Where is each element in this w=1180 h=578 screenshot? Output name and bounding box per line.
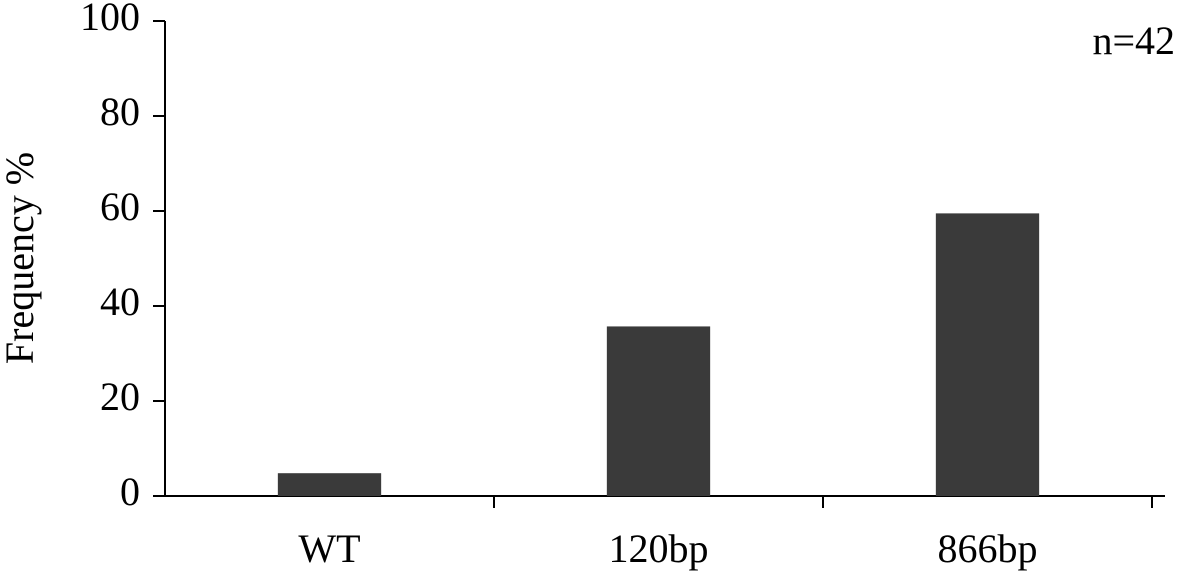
x-tick-label: 120bp <box>609 526 709 571</box>
bar <box>935 213 1040 496</box>
y-tick-label: 0 <box>120 469 140 514</box>
y-tick-label: 60 <box>100 184 140 229</box>
annotation: n=42 <box>1092 18 1175 63</box>
y-tick-label: 40 <box>100 279 140 324</box>
y-tick-label: 80 <box>100 89 140 134</box>
y-axis-label: Frequency % <box>0 152 42 364</box>
x-tick-label: WT <box>298 526 360 571</box>
y-tick-label: 20 <box>100 374 140 419</box>
x-tick-label: 866bp <box>938 526 1038 571</box>
bar <box>606 326 711 496</box>
bar <box>277 473 382 496</box>
y-tick-label: 100 <box>80 0 140 39</box>
